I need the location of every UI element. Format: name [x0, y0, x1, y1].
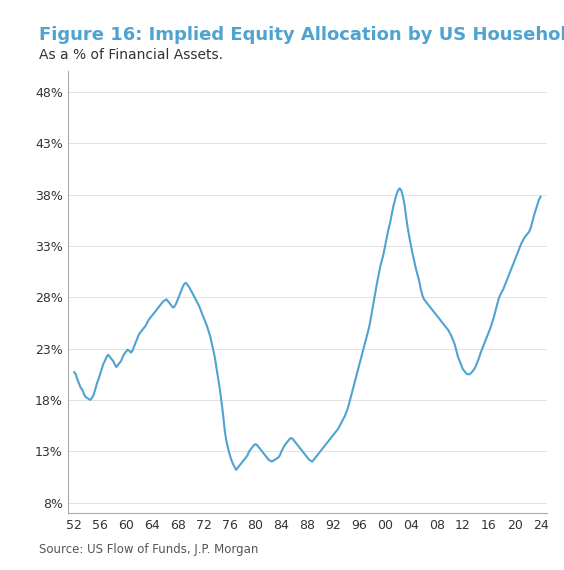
Text: As a % of Financial Assets.: As a % of Financial Assets. — [39, 48, 223, 63]
Text: Figure 16: Implied Equity Allocation by US Households: Figure 16: Implied Equity Allocation by … — [39, 26, 564, 44]
Text: Source: US Flow of Funds, J.P. Morgan: Source: US Flow of Funds, J.P. Morgan — [39, 543, 259, 556]
